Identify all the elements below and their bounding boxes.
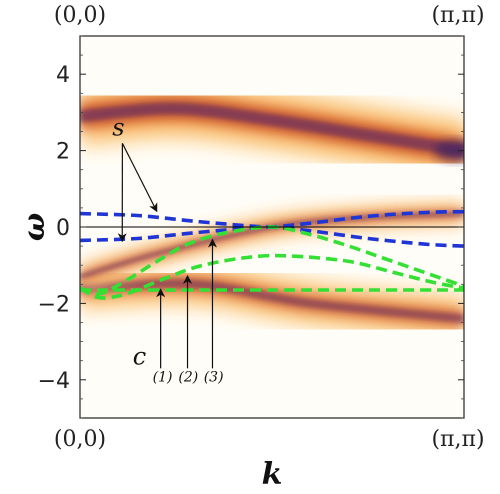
y-tick-label: −4 bbox=[38, 369, 70, 394]
axis-ticks: 4 2 0 −2 −4 bbox=[38, 35, 464, 419]
series-line-c bbox=[80, 225, 464, 296]
band-layer bbox=[80, 279, 464, 323]
band-layer bbox=[80, 102, 464, 157]
x-axis-label: k bbox=[262, 457, 283, 492]
annotation-label: s bbox=[112, 113, 124, 141]
x-tick-label-right: (π,π) bbox=[431, 427, 484, 452]
annotation-label: (2) bbox=[178, 370, 198, 386]
x-tick-label-left: (0,0) bbox=[54, 427, 106, 452]
top-left-tick-label: (0,0) bbox=[54, 3, 106, 28]
annotations: s c (1) (2) (3) bbox=[112, 113, 223, 385]
series-line-c bbox=[80, 253, 464, 300]
band-peak bbox=[434, 140, 464, 161]
spectral-band bbox=[80, 258, 464, 344]
y-tick-label: 2 bbox=[56, 140, 70, 165]
annotation-label: (1) bbox=[153, 370, 173, 386]
annotation-arrow bbox=[121, 143, 158, 213]
y-axis-label: ω bbox=[17, 213, 52, 242]
top-right-tick-label: (π,π) bbox=[431, 3, 484, 28]
spectral-band bbox=[80, 73, 464, 185]
y-tick-label: 0 bbox=[56, 216, 70, 241]
annotation-label: (3) bbox=[204, 370, 224, 386]
annotation-label: c bbox=[133, 343, 146, 371]
y-tick-label: −2 bbox=[38, 292, 70, 317]
y-tick-label: 4 bbox=[56, 63, 70, 88]
